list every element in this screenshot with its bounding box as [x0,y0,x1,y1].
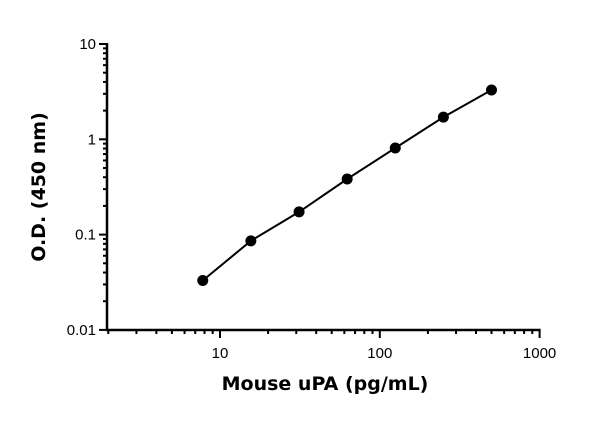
y-axis [99,43,109,331]
x-axis-title: Mouse uPA (pg/mL) [222,373,429,395]
data-points [197,84,497,286]
x-tick-label: 100 [367,345,392,362]
y-tick-label: 10 [79,36,96,53]
x-axis [106,328,541,338]
x-tick-label: 10 [212,345,229,362]
data-point-marker [389,142,401,154]
data-point-marker [197,274,209,286]
x-tick-labels: 10 100 1000 [212,345,557,362]
data-point-marker [245,235,257,247]
y-tick-label: 1 [88,131,96,148]
data-point-marker [437,111,449,123]
y-tick-label: 0.1 [75,227,96,244]
x-tick-label: 1000 [523,345,556,362]
y-tick-label: 0.01 [67,322,96,339]
data-point-marker [293,206,305,218]
data-point-marker [341,173,353,185]
y-tick-labels: 0.01 0.1 1 10 [67,36,96,339]
data-point-marker [485,84,497,96]
y-axis-title: O.D. (450 nm) [28,112,50,262]
